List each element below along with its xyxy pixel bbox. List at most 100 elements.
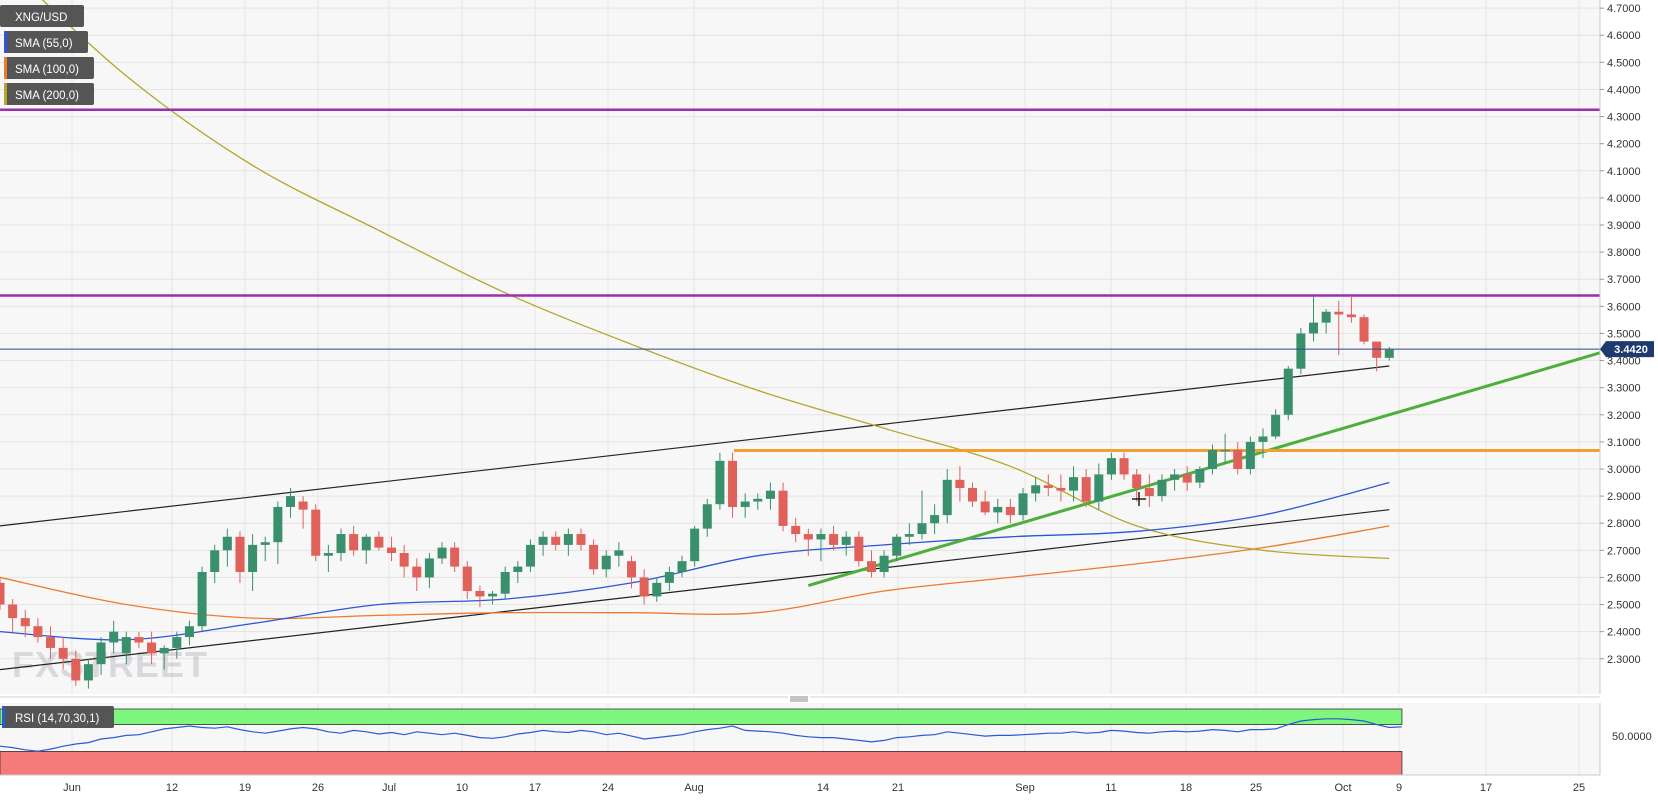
candle bbox=[1144, 474, 1154, 507]
candle bbox=[980, 490, 990, 516]
candle bbox=[273, 501, 283, 564]
candle-body bbox=[1321, 311, 1331, 323]
grid-lines bbox=[0, 0, 1600, 775]
candle-body bbox=[311, 509, 321, 556]
channel-lower-line bbox=[0, 509, 1390, 671]
x-tick-label: 19 bbox=[239, 782, 251, 794]
candle bbox=[1094, 463, 1104, 510]
legend-sma55[interactable]: SMA (55,0) bbox=[4, 31, 88, 53]
candle bbox=[589, 539, 599, 575]
candle-body bbox=[778, 490, 788, 526]
candle-body bbox=[1271, 414, 1281, 437]
candle-body bbox=[563, 534, 573, 545]
candle-body bbox=[184, 626, 194, 638]
candle-body bbox=[627, 561, 636, 578]
y-tick-label: 3.9000 bbox=[1607, 220, 1641, 232]
candle-body bbox=[58, 647, 68, 659]
candle bbox=[1283, 365, 1293, 421]
candle-body bbox=[513, 566, 523, 573]
legend-rsi[interactable]: RSI (14,70,30,1) bbox=[2, 706, 114, 728]
candle bbox=[462, 561, 472, 600]
candle bbox=[412, 558, 422, 591]
candle-body bbox=[1258, 436, 1268, 442]
candle bbox=[20, 609, 30, 638]
y-tick-label: 3.4000 bbox=[1607, 356, 1641, 368]
candle-body bbox=[917, 523, 927, 535]
candle bbox=[424, 553, 434, 589]
candle-body bbox=[854, 536, 864, 562]
candle bbox=[702, 498, 712, 537]
candle-body bbox=[197, 572, 207, 627]
candle bbox=[399, 544, 409, 578]
candle-body bbox=[273, 506, 283, 543]
candle-body bbox=[8, 604, 18, 619]
pane-resize-handle[interactable] bbox=[788, 695, 810, 702]
candle-body bbox=[33, 626, 43, 638]
candle-body bbox=[285, 496, 295, 507]
candle-body bbox=[968, 487, 978, 502]
legend-sma200[interactable]: SMA (200,0) bbox=[4, 83, 94, 105]
candle-body bbox=[601, 555, 611, 570]
rsi-overbought-zone bbox=[0, 708, 1403, 726]
candle bbox=[816, 528, 826, 562]
candle-body bbox=[83, 664, 93, 681]
candle bbox=[1334, 300, 1344, 356]
candle bbox=[260, 536, 270, 562]
x-tick-label: 21 bbox=[892, 782, 904, 794]
candle-body bbox=[323, 553, 333, 556]
candle bbox=[753, 493, 763, 510]
candle bbox=[1233, 441, 1243, 475]
x-tick-label: 14 bbox=[817, 782, 829, 794]
candle bbox=[311, 504, 321, 562]
candle bbox=[285, 487, 295, 518]
candle bbox=[1296, 328, 1306, 375]
candle-body bbox=[639, 577, 649, 597]
candle bbox=[1207, 444, 1217, 475]
rsi-pane bbox=[0, 708, 1403, 776]
legend-symbol[interactable]: XNG/USD bbox=[0, 5, 84, 27]
candle bbox=[1346, 295, 1356, 323]
candle-body bbox=[1106, 458, 1116, 475]
y-tick-label: 4.4000 bbox=[1607, 84, 1641, 96]
candle-body bbox=[525, 544, 535, 567]
candle-body bbox=[437, 547, 447, 559]
candle-body bbox=[0, 582, 5, 605]
candle-body bbox=[1005, 506, 1015, 516]
candle bbox=[791, 517, 801, 543]
candle-body bbox=[488, 593, 498, 597]
candle-body bbox=[159, 647, 169, 654]
candle bbox=[639, 569, 649, 605]
y-tick-label: 3.0000 bbox=[1607, 464, 1641, 476]
candle bbox=[71, 650, 81, 686]
candle-body bbox=[1334, 311, 1344, 315]
candle-body bbox=[260, 542, 270, 545]
candle-body bbox=[1081, 477, 1091, 502]
candle bbox=[652, 577, 662, 602]
candle-body bbox=[1195, 468, 1205, 483]
legend-sma100[interactable]: SMA (100,0) bbox=[4, 57, 94, 79]
candle-body bbox=[1119, 458, 1129, 475]
candle-body bbox=[753, 498, 763, 502]
candle-body bbox=[1018, 493, 1028, 516]
candle-body bbox=[1094, 474, 1104, 502]
candle bbox=[955, 466, 965, 502]
y-tick-label: 4.6000 bbox=[1607, 30, 1641, 42]
candle bbox=[513, 561, 523, 583]
candle-body bbox=[791, 525, 801, 535]
main-plot-background bbox=[0, 0, 1600, 694]
candle-body bbox=[1309, 322, 1319, 334]
candle-body bbox=[765, 490, 775, 499]
candle-body bbox=[500, 572, 510, 594]
candle bbox=[134, 631, 144, 648]
price-tag: 3.4420 bbox=[1600, 341, 1654, 358]
candle-body bbox=[235, 536, 245, 573]
candle bbox=[488, 590, 498, 605]
candle-body bbox=[930, 515, 940, 524]
candle bbox=[500, 566, 510, 600]
candle-body bbox=[172, 637, 182, 648]
candle bbox=[8, 599, 18, 632]
candle-body bbox=[1346, 314, 1356, 318]
legend-sma55-label: SMA (55,0) bbox=[15, 38, 73, 50]
rsi-oversold-zone bbox=[0, 751, 1403, 776]
candle-body bbox=[412, 566, 422, 578]
